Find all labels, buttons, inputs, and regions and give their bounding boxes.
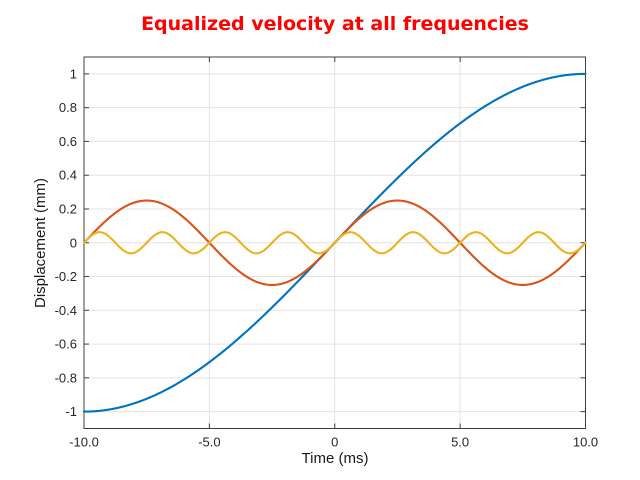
series-layer <box>82 72 587 413</box>
x-tick-label: 0 <box>331 435 338 450</box>
y-tick-label: 0.8 <box>59 100 77 115</box>
y-tick-label: -0.4 <box>55 303 77 318</box>
x-tick-label: 10.0 <box>573 435 598 450</box>
y-axis-label: Displacement (mm) <box>32 178 49 308</box>
x-tick-label: 5.0 <box>451 435 469 450</box>
y-tick-label: -0.2 <box>55 269 77 284</box>
series-line-yellow-sine-400hz <box>82 231 587 255</box>
chart-title: Equalized velocity at all frequencies <box>141 13 529 35</box>
y-tick-label: 0.6 <box>59 134 77 149</box>
y-tick-label: -1 <box>65 404 77 419</box>
x-axis-label: Time (ms) <box>302 450 369 467</box>
y-tick-label: 0.4 <box>59 168 77 183</box>
y-tick-label: 1 <box>70 66 77 81</box>
y-tick-label: 0.2 <box>59 201 77 216</box>
tick-label-layer: -10.0 -5.0 0 5.0 10.0 -1 -0.8 -0.6 -0.4 -0.2 0 0.2 0… <box>55 66 599 449</box>
x-tick-label: -5.0 <box>198 435 220 450</box>
x-tick-label: -10.0 <box>69 435 99 450</box>
y-tick-label: -0.6 <box>55 337 77 352</box>
y-tick-label: -0.8 <box>55 370 77 385</box>
y-tick-label: 0 <box>70 235 77 250</box>
